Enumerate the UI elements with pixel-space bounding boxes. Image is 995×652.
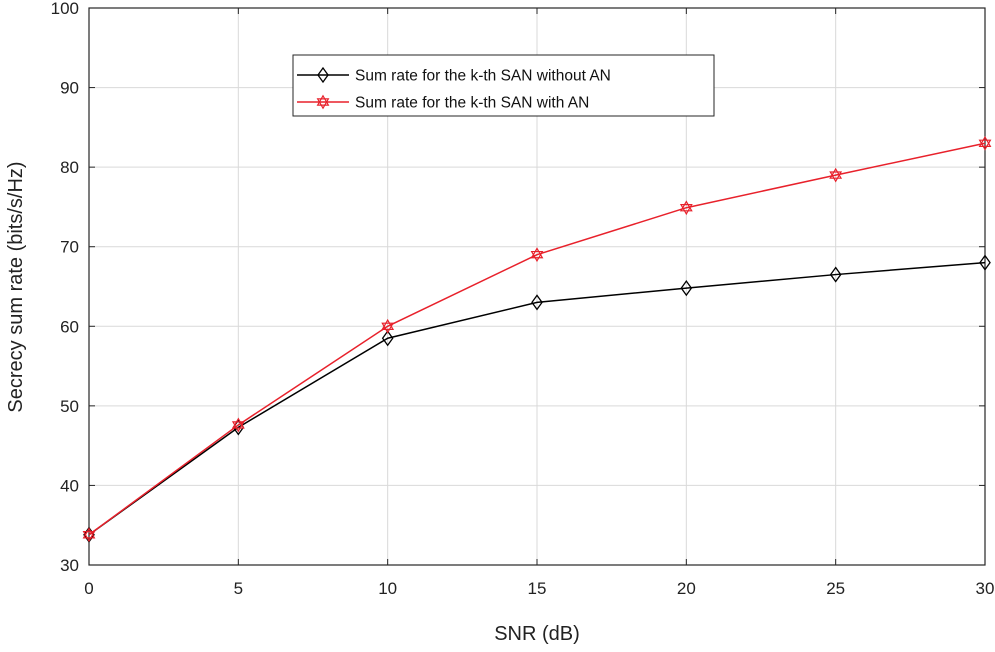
x-tick-label: 0 (84, 579, 93, 598)
y-tick-label: 80 (60, 158, 79, 177)
y-tick-label: 100 (51, 0, 79, 18)
legend-box (292, 54, 715, 117)
diamond-marker (829, 266, 842, 283)
hexagram-marker (316, 94, 330, 110)
axis-ticks: 0 5 10 15 20 25 30 30 40 50 60 70 80 90 100 (51, 0, 995, 598)
x-tick-label: 5 (234, 579, 243, 598)
y-tick-label: 40 (60, 476, 79, 495)
legend-label: Sum rate for the k-th SAN with AN (355, 95, 589, 112)
legend-label: Sum rate for the k-th SAN without AN (355, 68, 611, 85)
x-tick-label: 15 (528, 579, 547, 598)
hexagram-marker (530, 247, 544, 263)
y-axis-label: Secrecy sum rate (bits/s/Hz) (5, 161, 27, 412)
y-tick-label: 30 (60, 556, 79, 575)
diamond-marker (381, 330, 394, 347)
legend: Sum rate for the k-th SAN without AN Sum … (292, 54, 715, 117)
hexagram-marker (829, 167, 843, 183)
legend-entry-2: Sum rate for the k-th SAN with AN (297, 95, 589, 112)
series-2 (82, 135, 992, 543)
hexagram-marker (82, 527, 96, 543)
y-tick-label: 50 (60, 397, 79, 416)
hexagram-marker (679, 200, 693, 216)
x-axis-label: SNR (dB) (494, 623, 580, 645)
series-line (88, 261, 986, 536)
y-tick-label: 60 (60, 317, 79, 336)
y-tick-label: 90 (60, 79, 79, 98)
diamond-marker (680, 279, 693, 297)
legend-entry-1: Sum rate for the k-th SAN without AN (297, 66, 611, 85)
x-tick-label: 25 (826, 579, 845, 598)
y-tick-label: 70 (60, 238, 79, 257)
x-tick-label: 20 (677, 579, 696, 598)
hexagram-marker (978, 135, 992, 151)
diamond-marker (979, 254, 991, 271)
hexagram-marker (381, 318, 395, 334)
diamond-marker (317, 66, 329, 84)
diamond-marker (531, 294, 543, 311)
x-tick-label: 10 (378, 579, 397, 598)
x-tick-label: 30 (976, 579, 995, 598)
series-line (88, 142, 986, 536)
hexagram-marker (231, 417, 245, 433)
data-series (82, 135, 992, 543)
